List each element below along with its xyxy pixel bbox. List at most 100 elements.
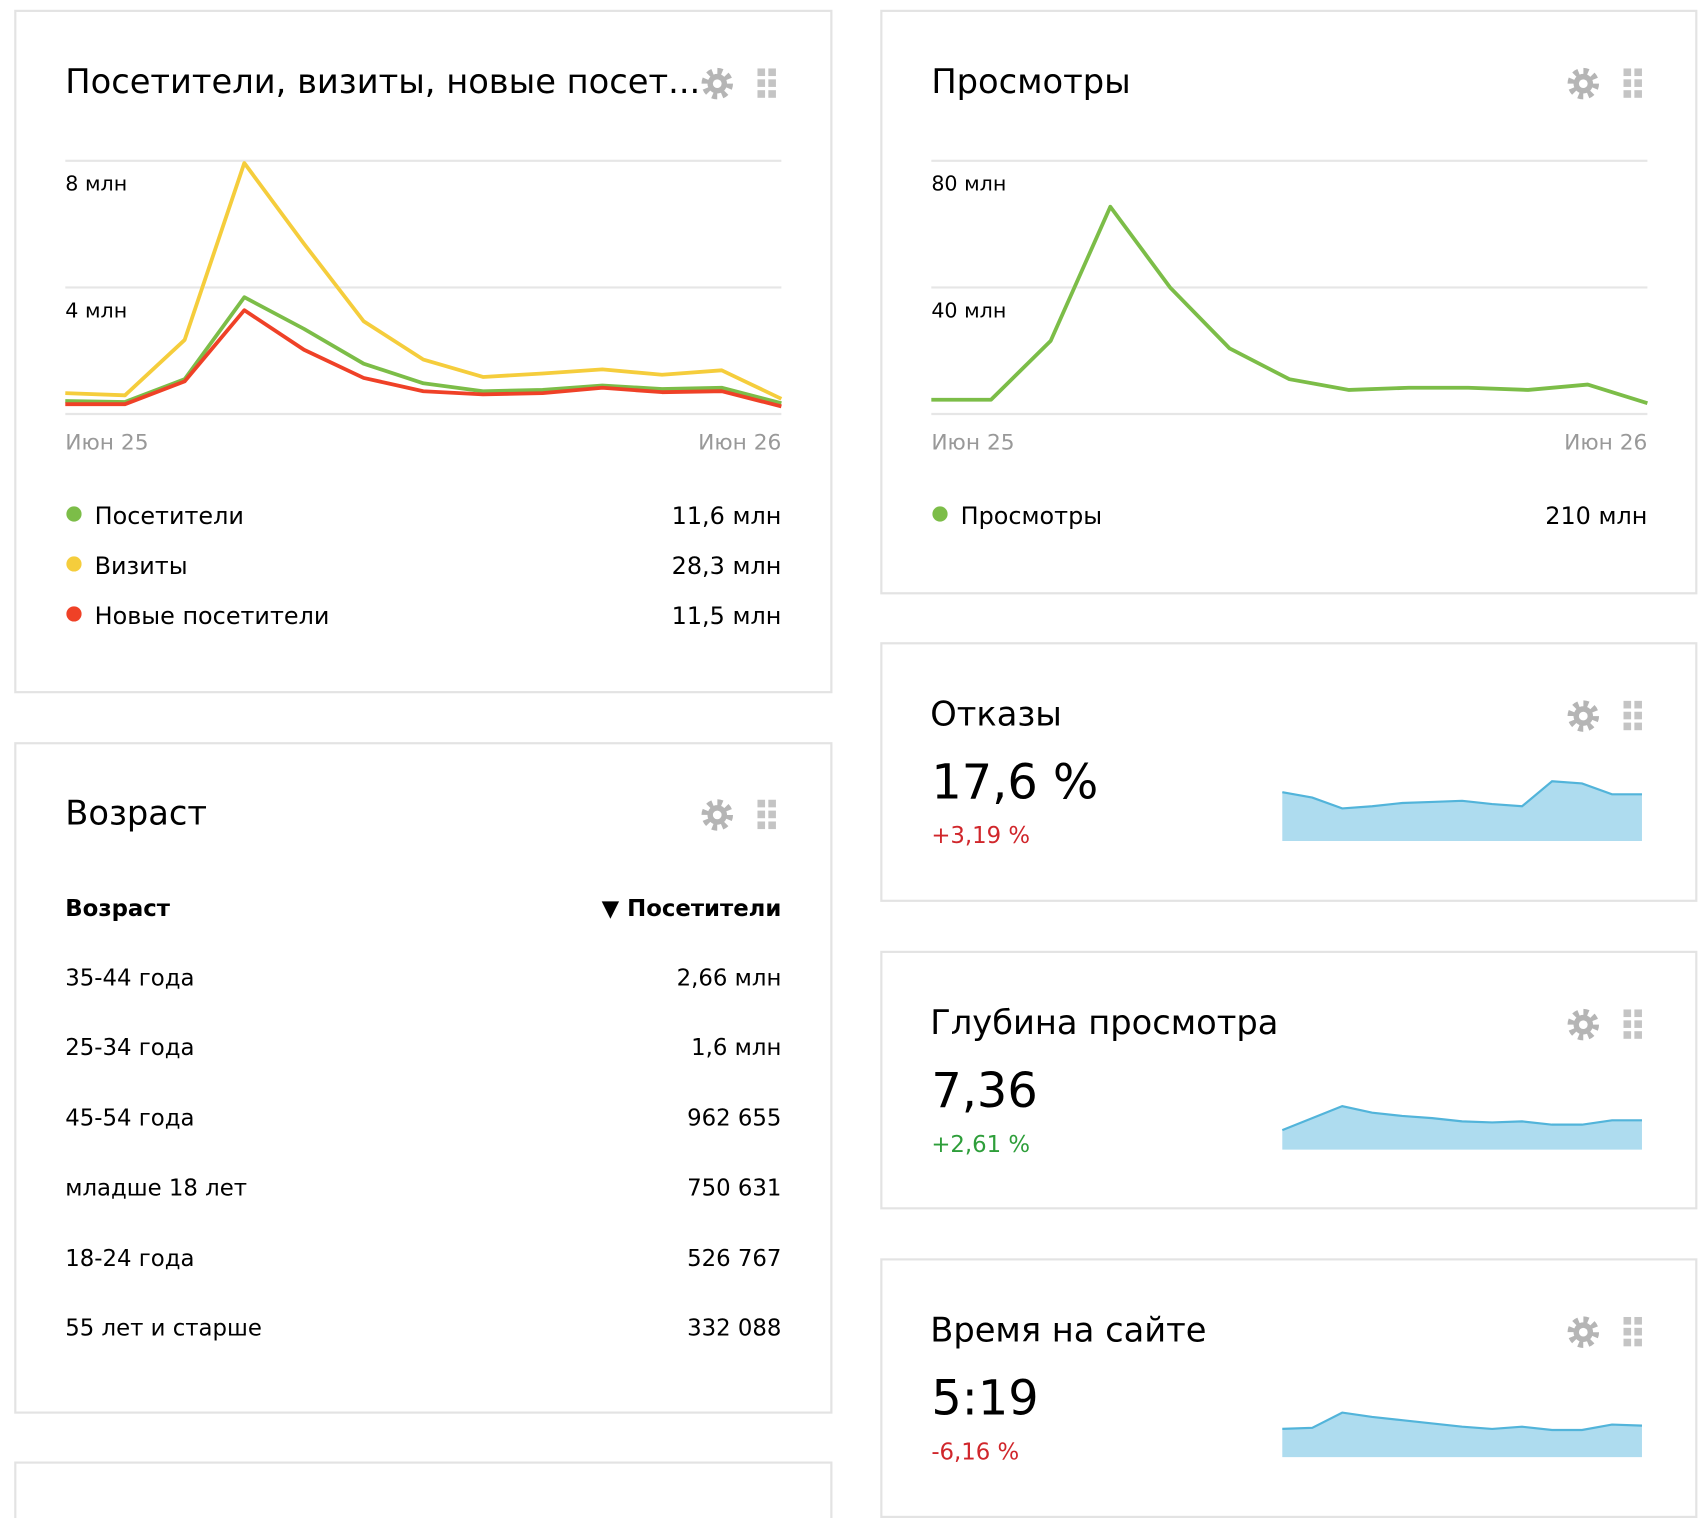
drag-handle[interactable] <box>757 90 766 98</box>
legend-label[interactable]: Визиты <box>95 552 188 580</box>
drag-handle[interactable] <box>1623 79 1632 87</box>
row-label: 25-34 года <box>65 1035 194 1061</box>
settings-icon-hole <box>1578 1020 1588 1030</box>
legend-marker <box>66 606 82 622</box>
legend-total: 11,6 млн <box>672 502 782 530</box>
drag-handle[interactable] <box>1623 1338 1632 1347</box>
drag-handle[interactable] <box>1634 79 1642 87</box>
drag-handle[interactable] <box>1634 711 1642 720</box>
metric-change: -6,16 % <box>931 1439 1019 1465</box>
widget-title: Время на сайте <box>930 1311 1206 1350</box>
legend-label[interactable]: Посетители <box>95 502 244 530</box>
y-tick-label: 40 млн <box>931 298 1006 322</box>
row-label: 35-44 года <box>65 966 194 992</box>
settings-icon-hole <box>1578 79 1588 89</box>
drag-handle[interactable] <box>1634 1338 1642 1347</box>
sparkline-line <box>1282 780 1642 810</box>
card <box>880 950 1698 1210</box>
x-tick-label: Июн 26 <box>1564 430 1647 455</box>
settings-icon-hole <box>1578 711 1588 721</box>
drag-handle[interactable] <box>1623 1316 1632 1325</box>
row-value: 332 088 <box>687 1315 781 1341</box>
drag-handle[interactable] <box>1623 1031 1632 1039</box>
drag-handle[interactable] <box>1634 722 1642 731</box>
drag-handle[interactable] <box>1634 1031 1642 1039</box>
card <box>880 1258 1698 1518</box>
legend-total: 28,3 млн <box>672 552 782 580</box>
settings-icon[interactable] <box>701 799 734 831</box>
settings-icon-hole <box>712 810 722 820</box>
drag-handle[interactable] <box>1623 700 1632 709</box>
settings-icon[interactable] <box>1567 1316 1600 1348</box>
drag-handle[interactable] <box>768 799 776 808</box>
drag-handle[interactable] <box>757 821 766 830</box>
drag-handle[interactable] <box>1634 90 1642 98</box>
card <box>14 742 833 1414</box>
row-value: 526 767 <box>687 1246 781 1272</box>
sparkline-line <box>1282 1411 1643 1432</box>
row-value: 962 655 <box>687 1106 781 1132</box>
drag-handle[interactable] <box>1623 1020 1632 1028</box>
drag-handle[interactable] <box>768 810 776 819</box>
drag-handle[interactable] <box>768 90 776 98</box>
settings-icon[interactable] <box>1567 67 1600 100</box>
x-tick-label: Июн 26 <box>698 430 781 455</box>
drag-handle[interactable] <box>1623 722 1632 731</box>
drag-handle[interactable] <box>768 79 776 87</box>
series-line <box>65 308 782 409</box>
sparkline-area <box>1282 1106 1642 1150</box>
legend-total: 210 млн <box>1545 502 1647 530</box>
drag-handle[interactable] <box>1623 68 1632 77</box>
legend-marker <box>932 506 948 522</box>
row-label: младше 18 лет <box>65 1175 247 1201</box>
settings-icon-hole <box>712 79 722 89</box>
drag-handle[interactable] <box>768 821 776 830</box>
sparkline-area <box>1282 781 1642 842</box>
legend-total: 11,5 млн <box>672 602 782 630</box>
row-value: 2,66 млн <box>677 966 782 992</box>
settings-icon[interactable] <box>701 67 734 100</box>
metric-change: +2,61 % <box>931 1132 1030 1158</box>
drag-handle[interactable] <box>1623 1009 1632 1018</box>
y-tick-label: 80 млн <box>931 172 1006 196</box>
drag-handle[interactable] <box>1623 711 1632 720</box>
card <box>880 642 1698 902</box>
legend-marker <box>66 556 82 572</box>
drag-handle[interactable] <box>757 810 766 819</box>
drag-handle[interactable] <box>757 79 766 87</box>
settings-icon[interactable] <box>1567 700 1600 732</box>
row-value: 750 631 <box>687 1175 781 1201</box>
widget-title: Посетители, визиты, новые посет... <box>65 62 700 101</box>
metric-value: 5:19 <box>931 1372 1038 1427</box>
legend-label[interactable]: Просмотры <box>961 502 1102 530</box>
legend-marker <box>66 506 82 522</box>
drag-handle[interactable] <box>1634 1316 1642 1325</box>
x-tick-label: Июн 25 <box>65 430 148 455</box>
drag-handle[interactable] <box>1623 90 1632 98</box>
sparkline-line <box>1281 1105 1642 1132</box>
drag-handle[interactable] <box>757 68 766 77</box>
drag-handle[interactable] <box>757 799 766 808</box>
drag-handle[interactable] <box>768 68 776 77</box>
legend-label[interactable]: Новые посетители <box>95 602 330 630</box>
widget-title: Просмотры <box>931 62 1130 101</box>
widget-title: Отказы <box>930 695 1062 734</box>
series-line <box>65 161 783 401</box>
column-header[interactable]: ▼ Посетители <box>602 896 782 922</box>
metric-value: 17,6 % <box>931 756 1098 811</box>
drag-handle[interactable] <box>1634 1327 1642 1336</box>
drag-handle[interactable] <box>1634 1009 1642 1018</box>
card <box>14 1461 833 1518</box>
column-header: Возраст <box>65 896 170 922</box>
drag-handle[interactable] <box>1634 1020 1642 1028</box>
drag-handle[interactable] <box>1623 1327 1632 1336</box>
widget-title: Возраст <box>65 793 207 832</box>
drag-handle[interactable] <box>1634 700 1642 709</box>
row-label: 45-54 года <box>65 1106 194 1132</box>
row-label: 18-24 года <box>65 1246 194 1272</box>
drag-handle[interactable] <box>1634 68 1642 77</box>
metric-value: 7,36 <box>931 1064 1037 1119</box>
card <box>14 9 833 694</box>
metric-change: +3,19 % <box>931 823 1030 849</box>
